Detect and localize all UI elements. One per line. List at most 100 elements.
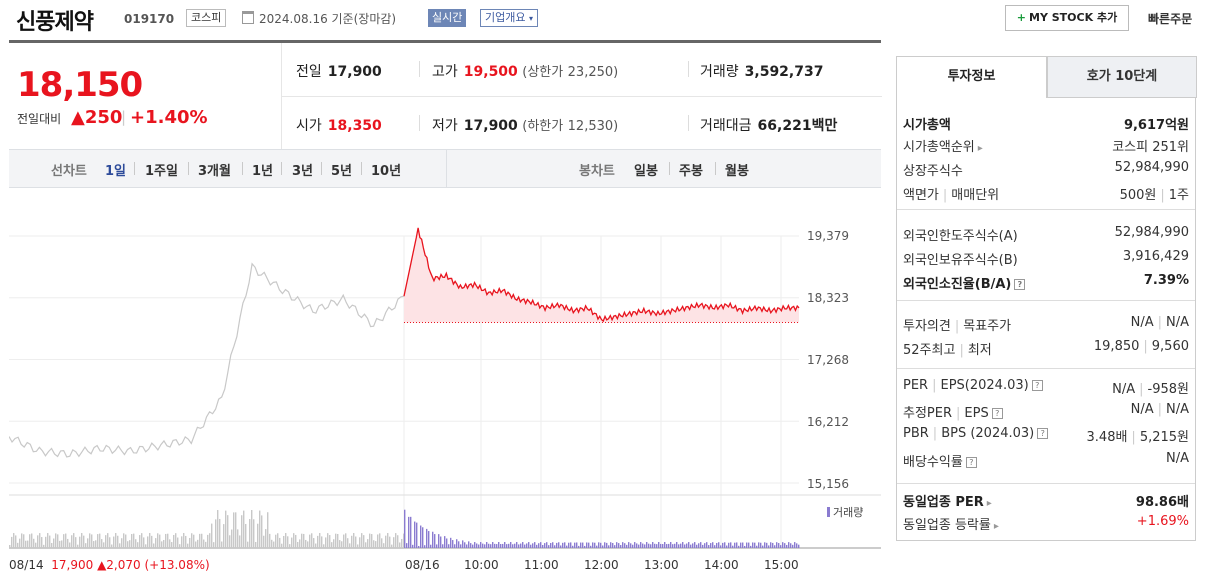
volume-bar: [410, 516, 412, 548]
volume-bar: [135, 539, 137, 548]
volume-bar: [432, 531, 434, 548]
volume-bar: [712, 542, 714, 548]
volume-bar: [99, 533, 101, 548]
volume-bar: [331, 542, 333, 548]
volume-bar: [375, 541, 377, 548]
volume-bar: [752, 542, 754, 548]
volume-bar: [702, 544, 704, 548]
volume-bar: [460, 544, 462, 548]
price-chart[interactable]: 19,379 18,323 17,268 16,212 15,156 거래량 0…: [9, 188, 881, 583]
period-10y[interactable]: 10년: [371, 164, 402, 179]
help-icon[interactable]: ?: [1031, 380, 1043, 391]
volume-bar: [754, 542, 756, 548]
volume-bar: [672, 544, 674, 548]
period-1w[interactable]: 1주일: [145, 164, 178, 179]
volume-bar: [221, 541, 223, 548]
x-tick: 12:00: [584, 558, 619, 572]
row-52week: 52주최고 | 최저 19,850 | 9,560: [903, 339, 1189, 358]
volume-bar: [610, 542, 612, 548]
volume-bar: [43, 544, 45, 548]
help-icon[interactable]: ?: [991, 408, 1003, 419]
volume-bar: [343, 534, 345, 548]
open-price: 시가 18,350: [296, 118, 382, 134]
volume-bar: [738, 545, 740, 548]
volume-bar: [424, 545, 426, 548]
row-sector-change[interactable]: 동일업종 등락률 ▸ +1.69%: [903, 514, 1189, 533]
volume-bar: [109, 537, 111, 548]
volume-bar: [259, 510, 261, 548]
x-tick: 14:00: [704, 558, 739, 572]
period-weekly[interactable]: 주봉: [679, 164, 703, 179]
volume-bar: [488, 543, 490, 548]
volume-bar: [31, 533, 33, 548]
volume-bar: [748, 542, 750, 548]
candle-chart-label: 봉차트: [579, 164, 615, 179]
volume-bar: [115, 533, 117, 548]
volume-bar: [357, 544, 359, 548]
add-mystock-button[interactable]: + MY STOCK 추가: [1005, 5, 1129, 31]
volume-bar: [534, 542, 536, 548]
volume-bar: [285, 533, 287, 548]
low-price: 저가 17,900 (하한가 12,530): [432, 118, 619, 134]
trade-amount: 거래대금 66,221백만: [700, 118, 838, 134]
volume-bar: [660, 543, 662, 548]
volume-bar: [123, 533, 125, 548]
volume-bar: [450, 537, 452, 548]
period-3y[interactable]: 3년: [292, 164, 314, 179]
volume-bar: [554, 545, 556, 548]
volume-bar: [686, 543, 688, 548]
volume-bar: [151, 535, 153, 548]
quick-order-button[interactable]: 빠른주문: [1148, 12, 1193, 26]
volume-bar: [207, 534, 209, 548]
market-tag: 코스피: [186, 9, 227, 27]
volume-bar: [478, 544, 480, 548]
volume-bar: [650, 544, 652, 548]
volume-bar: [728, 542, 730, 548]
volume-bar: [229, 535, 231, 548]
volume-bar: [438, 534, 440, 548]
volume-bar: [329, 535, 331, 548]
volume-bar: [157, 533, 159, 548]
period-monthly[interactable]: 월봉: [725, 164, 749, 179]
period-1y[interactable]: 1년: [252, 164, 274, 179]
volume-bar: [518, 544, 520, 548]
volume-bar: [205, 541, 207, 548]
volume-bar: [55, 533, 57, 548]
period-3m[interactable]: 3개월: [198, 164, 231, 179]
period-daily[interactable]: 일봉: [634, 164, 658, 179]
volume-bar: [131, 534, 133, 548]
volume-bar: [209, 533, 211, 548]
volume-bar: [171, 542, 173, 548]
tab-investment-info[interactable]: 투자정보: [897, 56, 1047, 98]
tab-order-book[interactable]: 호가 10단계: [1047, 56, 1197, 98]
company-overview-button[interactable]: 기업개요 ▾: [480, 9, 538, 27]
volume-bar: [81, 533, 83, 548]
volume-bar: [744, 545, 746, 548]
help-icon[interactable]: ?: [965, 457, 977, 468]
volume-bar: [167, 533, 169, 548]
row-opinion: 투자의견 | 목표주가 N/A | N/A: [903, 315, 1189, 334]
row-market-cap-rank[interactable]: 시가총액순위 ▸ 코스피 251위: [903, 140, 1189, 155]
volume-bar: [682, 542, 684, 548]
help-icon[interactable]: ?: [1037, 428, 1049, 439]
help-icon[interactable]: ?: [1014, 279, 1026, 290]
volume-bar: [27, 540, 29, 548]
today-price-line: [403, 227, 800, 323]
volume-bar: [77, 544, 79, 548]
base-date: 2024.08.16 기준(장마감): [259, 12, 397, 26]
volume-bar: [363, 535, 365, 548]
volume-bar: [219, 518, 221, 548]
volume-bar: [676, 542, 678, 548]
volume-bar: [371, 534, 373, 548]
realtime-badge[interactable]: 실시간: [428, 9, 467, 27]
chart-canvas[interactable]: [9, 188, 881, 583]
volume-bar: [147, 536, 149, 548]
row-listed-shares: 상장주식수 52,984,990: [903, 160, 1189, 179]
period-5y[interactable]: 5년: [331, 164, 353, 179]
row-sector-per[interactable]: 동일업종 PER ▸ 98.86배: [903, 495, 1189, 510]
volume-bar: [736, 542, 738, 548]
volume-bar: [303, 533, 305, 548]
volume-bar: [21, 533, 23, 548]
volume-bar: [616, 542, 618, 548]
period-1d[interactable]: 1일: [105, 164, 127, 179]
